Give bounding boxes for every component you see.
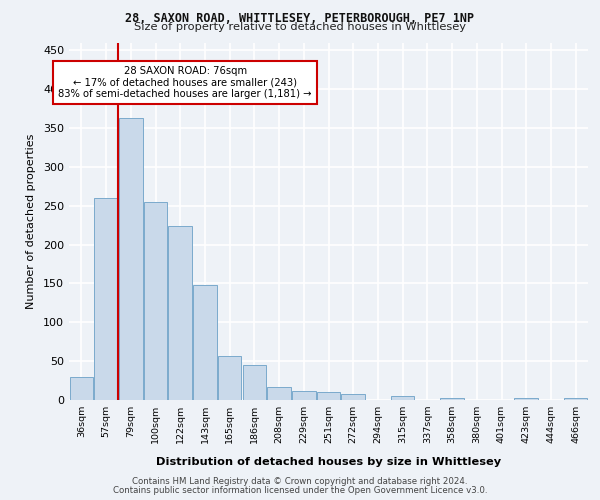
- Bar: [119, 118, 143, 400]
- Text: Size of property relative to detached houses in Whittlesey: Size of property relative to detached ho…: [134, 22, 466, 32]
- Bar: [514, 398, 538, 400]
- X-axis label: Distribution of detached houses by size in Whittlesey: Distribution of detached houses by size …: [156, 457, 501, 467]
- Bar: [268, 387, 291, 400]
- Text: 28 SAXON ROAD: 76sqm
← 17% of detached houses are smaller (243)
83% of semi-deta: 28 SAXON ROAD: 76sqm ← 17% of detached h…: [58, 66, 312, 99]
- Bar: [169, 226, 192, 400]
- Text: Contains HM Land Registry data © Crown copyright and database right 2024.: Contains HM Land Registry data © Crown c…: [132, 477, 468, 486]
- Bar: [94, 198, 118, 400]
- Bar: [341, 394, 365, 400]
- Bar: [440, 398, 464, 400]
- Bar: [317, 392, 340, 400]
- Bar: [564, 398, 587, 400]
- Y-axis label: Number of detached properties: Number of detached properties: [26, 134, 36, 309]
- Bar: [218, 356, 241, 400]
- Bar: [242, 365, 266, 400]
- Bar: [144, 202, 167, 400]
- Bar: [391, 396, 415, 400]
- Text: Contains public sector information licensed under the Open Government Licence v3: Contains public sector information licen…: [113, 486, 487, 495]
- Bar: [292, 390, 316, 400]
- Bar: [70, 376, 93, 400]
- Text: 28, SAXON ROAD, WHITTLESEY, PETERBOROUGH, PE7 1NP: 28, SAXON ROAD, WHITTLESEY, PETERBOROUGH…: [125, 12, 475, 26]
- Bar: [193, 285, 217, 400]
